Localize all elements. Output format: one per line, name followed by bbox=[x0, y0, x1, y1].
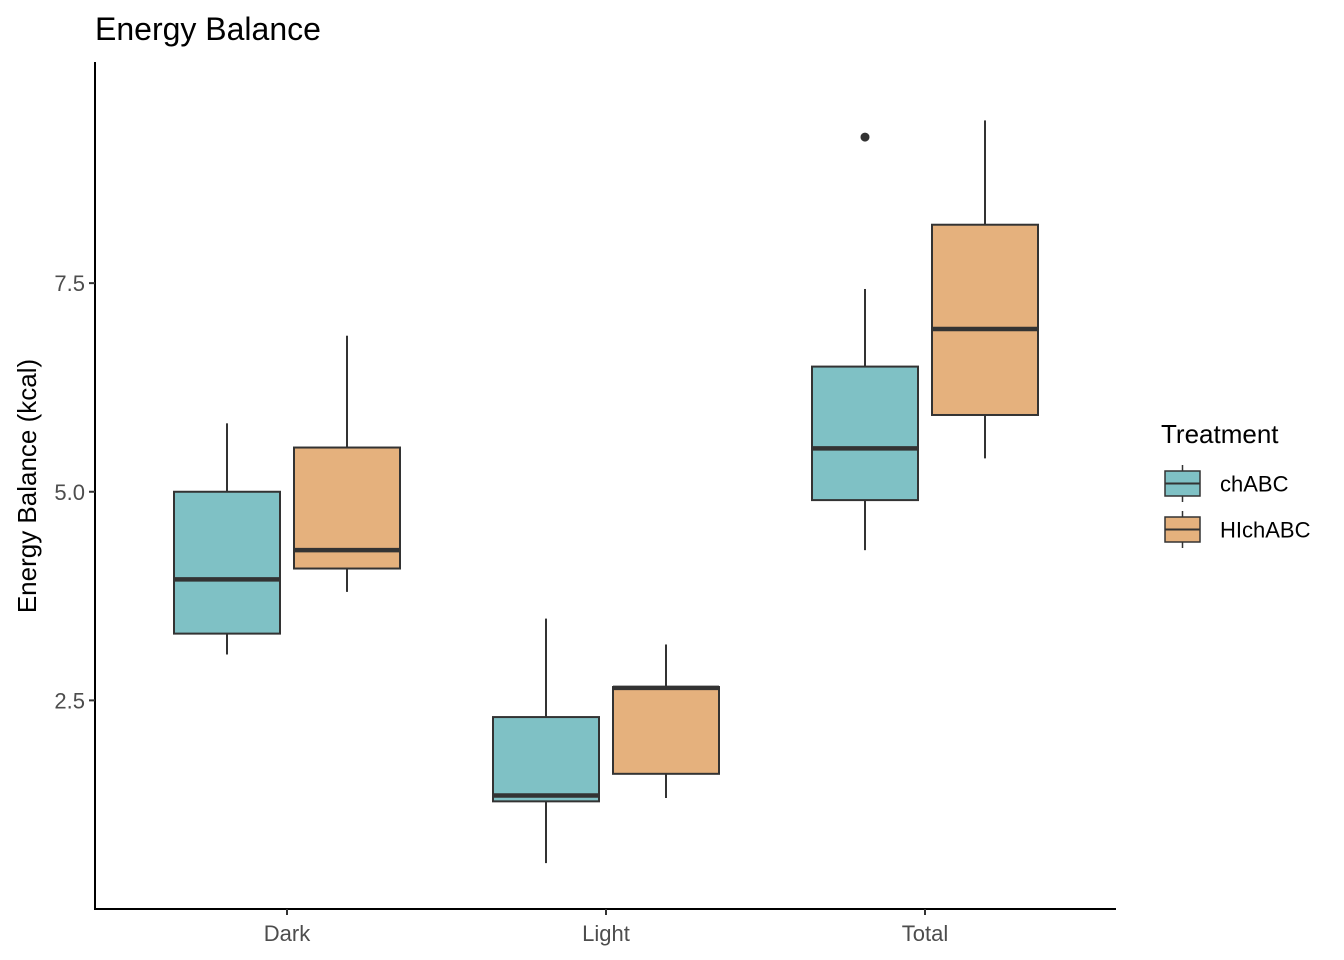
legend-item-chabc: chABC bbox=[1164, 465, 1289, 502]
box-body bbox=[612, 686, 720, 775]
chart-title: Energy Balance bbox=[95, 11, 321, 47]
box-body bbox=[811, 365, 919, 502]
legend: Treatment chABC HIchABC bbox=[1161, 419, 1311, 548]
y-tick-label: 5.0 bbox=[54, 480, 85, 505]
plot-area: 2.5 5.0 7.5 Dark Light Total bbox=[54, 120, 1039, 946]
box-HIchABC-total bbox=[931, 120, 1039, 459]
box-body bbox=[492, 716, 600, 803]
box-HIchABC-light bbox=[612, 644, 720, 799]
outlier-point bbox=[860, 132, 870, 142]
x-tick-label: Total bbox=[902, 921, 948, 946]
y-tick-label: 7.5 bbox=[54, 271, 85, 296]
box-body bbox=[173, 490, 281, 635]
y-axis-title: Energy Balance (kcal) bbox=[12, 359, 42, 613]
box-body bbox=[931, 223, 1039, 416]
box-chABC-total bbox=[811, 132, 919, 551]
legend-label: HIchABC bbox=[1220, 518, 1311, 543]
legend-item-hichabc: HIchABC bbox=[1164, 511, 1311, 548]
x-tick-label: Light bbox=[582, 921, 630, 946]
legend-title: Treatment bbox=[1161, 419, 1279, 449]
x-tick-label: Dark bbox=[264, 921, 311, 946]
legend-label: chABC bbox=[1220, 472, 1289, 497]
y-tick-label: 2.5 bbox=[54, 688, 85, 713]
box-chABC-dark bbox=[173, 423, 281, 655]
box-chABC-light bbox=[492, 618, 600, 864]
box-HIchABC-dark bbox=[293, 335, 401, 592]
